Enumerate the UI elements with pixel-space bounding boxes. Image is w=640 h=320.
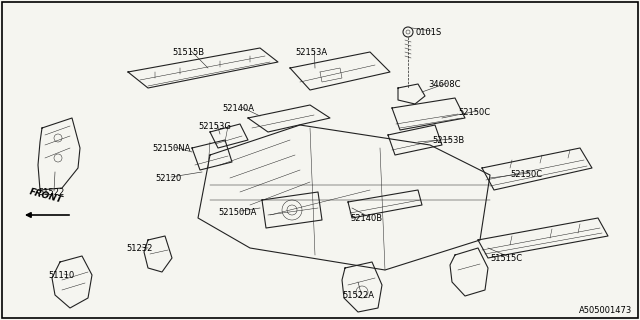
Text: A505001473: A505001473 [579, 306, 632, 315]
Text: 52150DA: 52150DA [218, 208, 257, 217]
Text: 52150C: 52150C [510, 170, 542, 179]
Text: 51522A: 51522A [342, 291, 374, 300]
Text: 34608C: 34608C [428, 80, 461, 89]
Text: 51232: 51232 [126, 244, 152, 253]
Text: 52153A: 52153A [295, 48, 327, 57]
Text: 51110: 51110 [48, 271, 74, 280]
Text: FRONT: FRONT [28, 188, 64, 205]
Text: 52150NA: 52150NA [152, 144, 190, 153]
Text: 52153B: 52153B [432, 136, 464, 145]
Text: 52140A: 52140A [222, 104, 254, 113]
Text: 51515C: 51515C [490, 254, 522, 263]
Text: 52140B: 52140B [350, 214, 382, 223]
Text: 52150C: 52150C [458, 108, 490, 117]
Text: 52153G: 52153G [198, 122, 231, 131]
Text: 51522: 51522 [38, 188, 64, 197]
Text: 51515B: 51515B [172, 48, 204, 57]
Text: 0101S: 0101S [416, 28, 442, 37]
Text: 52120: 52120 [155, 174, 181, 183]
